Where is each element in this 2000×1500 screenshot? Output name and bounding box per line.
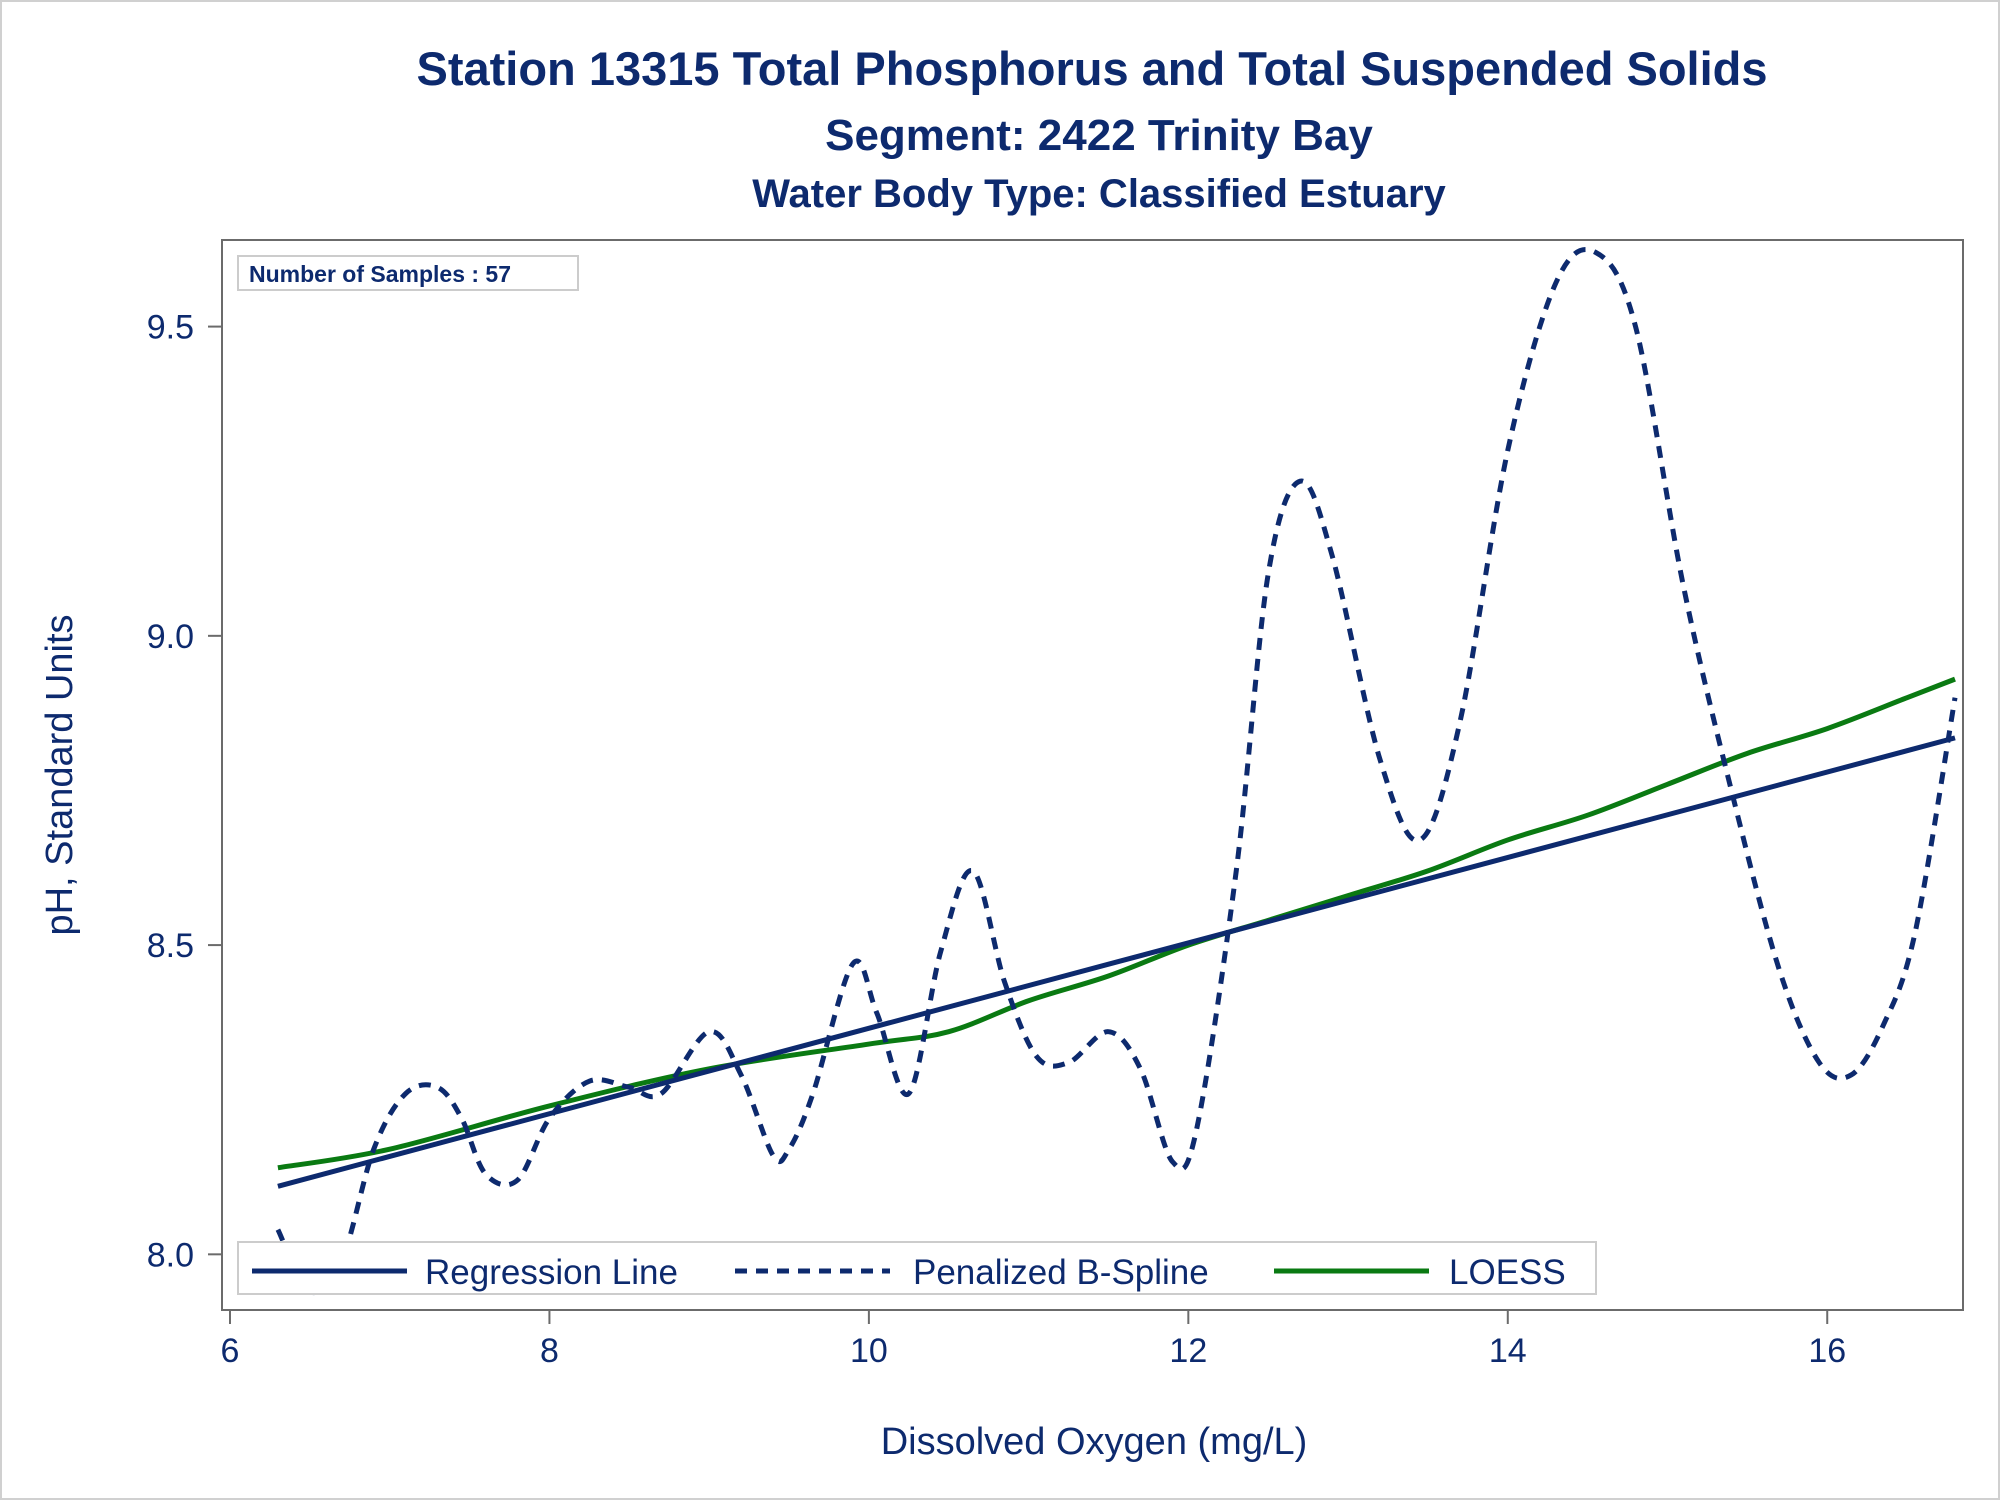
chart-subtitle-2: Water Body Type: Classified Estuary bbox=[752, 172, 1446, 216]
plot-frame bbox=[221, 239, 1964, 1311]
x-tick-label: 12 bbox=[1169, 1332, 1207, 1370]
penalized-b-spline-curve bbox=[275, 247, 1958, 1296]
loess-curve bbox=[277, 676, 1956, 1171]
chart-title: Station 13315 Total Phosphorus and Total… bbox=[417, 42, 1768, 95]
x-axis-label: Dissolved Oxygen (mg/L) bbox=[881, 1421, 1308, 1463]
legend-frame bbox=[237, 1241, 1597, 1295]
legend: Regression Line Penalized B-Spline LOESS bbox=[237, 1241, 1597, 1295]
y-tick-label: 8.0 bbox=[147, 1236, 194, 1274]
series-layer bbox=[275, 247, 1958, 1296]
legend-label-penalized-b-spline: Penalized B-Spline bbox=[913, 1253, 1209, 1292]
y-tick-label: 8.5 bbox=[147, 927, 194, 965]
chart-subtitle: Segment: 2422 Trinity Bay bbox=[825, 111, 1373, 160]
sample-count-label: Number of Samples : 57 bbox=[249, 261, 511, 287]
x-tick-label: 16 bbox=[1808, 1332, 1846, 1370]
legend-label-regression-line: Regression Line bbox=[425, 1253, 678, 1292]
sample-count-frame bbox=[237, 255, 579, 291]
y-tick-label: 9.0 bbox=[147, 618, 194, 656]
sample-count-box: Number of Samples : 57 bbox=[237, 255, 579, 291]
x-axis-ticks: 6 8 10 12 14 16 bbox=[221, 1310, 1846, 1370]
x-tick-label: 6 bbox=[221, 1332, 240, 1370]
x-tick-label: 10 bbox=[850, 1332, 888, 1370]
x-tick-label: 14 bbox=[1489, 1332, 1527, 1370]
regression-line bbox=[277, 735, 1956, 1189]
y-axis-label: pH, Standard Units bbox=[39, 614, 81, 935]
y-axis-ticks: 8.0 8.5 9.0 9.5 bbox=[147, 309, 222, 1274]
legend-label-loess: LOESS bbox=[1449, 1253, 1566, 1292]
y-tick-label: 9.5 bbox=[147, 309, 194, 347]
x-tick-label: 8 bbox=[540, 1332, 559, 1370]
